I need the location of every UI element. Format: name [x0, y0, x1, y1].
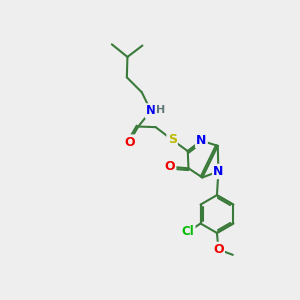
Text: O: O [213, 243, 224, 256]
Text: H: H [156, 105, 165, 115]
Text: O: O [124, 136, 135, 148]
Text: N: N [196, 134, 207, 147]
Text: N: N [146, 104, 156, 117]
Text: O: O [165, 160, 175, 173]
Text: S: S [168, 133, 177, 146]
Text: Cl: Cl [182, 225, 194, 239]
Text: N: N [213, 165, 224, 178]
